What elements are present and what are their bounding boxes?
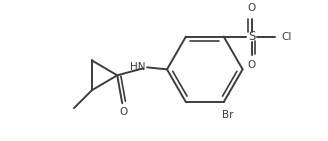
Text: O: O: [247, 60, 256, 70]
Text: O: O: [119, 107, 127, 117]
Text: Cl: Cl: [281, 32, 292, 42]
Text: O: O: [247, 3, 256, 13]
Text: Br: Br: [222, 110, 234, 120]
Text: S: S: [248, 30, 255, 43]
Text: HN: HN: [130, 62, 145, 72]
